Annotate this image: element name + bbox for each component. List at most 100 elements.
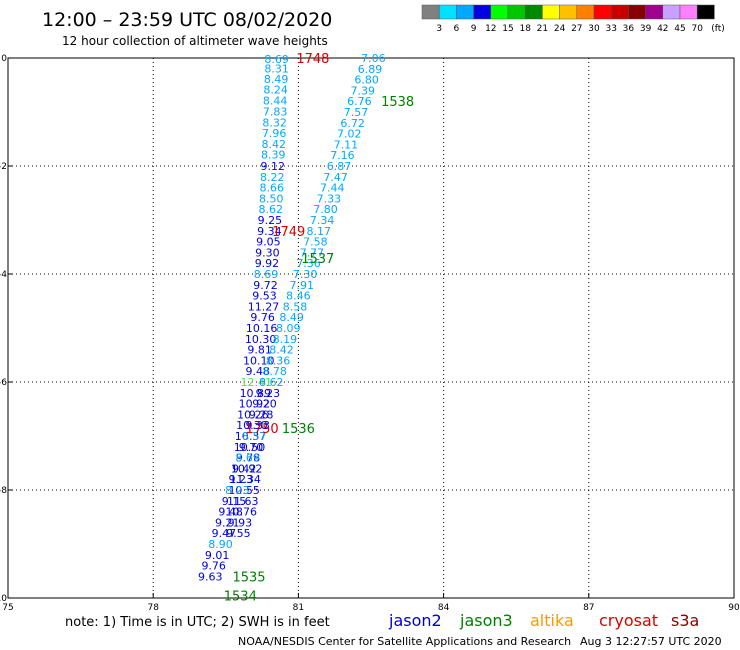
y-tick-label: -2 xyxy=(0,162,7,172)
wave-height-value: 9.21 xyxy=(215,516,240,529)
axis-tick-labels: 75 78 81 84 87 90 0 -2 -4 -6 -8 -10 xyxy=(0,54,740,613)
wave-height-value: 10.55 xyxy=(228,484,260,497)
wave-height-value: 10.89 xyxy=(240,387,272,400)
wave-height-value: 9.78 xyxy=(236,452,261,465)
wave-height-value: 9.23 xyxy=(229,473,254,486)
color-swatch xyxy=(662,4,681,20)
wave-height-value: 6.89 xyxy=(358,63,383,76)
color-swatch xyxy=(679,4,698,20)
wave-height-value: 8.09 xyxy=(276,322,301,335)
color-swatch xyxy=(507,4,526,20)
time-label: 1537 xyxy=(301,252,334,267)
y-tick-label: -10 xyxy=(0,594,7,604)
wave-height-value: 7.16 xyxy=(330,149,355,162)
footer-credit: NOAA/NESDIS Center for Satellite Applica… xyxy=(238,635,571,648)
color-scale-label: 21 xyxy=(537,24,548,34)
color-scale-label: 24 xyxy=(554,24,566,34)
wave-height-value: 8.78 xyxy=(262,365,287,378)
wave-height-value: 9.76 xyxy=(250,311,275,324)
wave-height-value: 12.41 xyxy=(241,376,273,389)
color-swatch xyxy=(473,4,492,20)
wave-height-value: 8.57 xyxy=(242,430,267,443)
color-scale-label: 36 xyxy=(623,24,635,34)
wave-height-value: 11.34 xyxy=(229,473,261,486)
color-swatch xyxy=(628,4,646,20)
color-scale-bar: 3 6 9 12 15 18 21 24 27 30 33 36 39 42 45 70 (ft) xyxy=(421,4,725,34)
color-scale-label: 12 xyxy=(485,24,496,34)
wave-height-value: 8.32 xyxy=(262,116,287,129)
wave-height-value: 9.34 xyxy=(257,225,282,238)
wave-height-value: 8.62 xyxy=(259,203,284,216)
color-swatch xyxy=(559,4,578,20)
wave-height-value: 8.17 xyxy=(306,225,331,238)
color-scale-label: 70 xyxy=(691,24,703,34)
wave-height-value: 8.46 xyxy=(286,290,311,303)
color-scale-label: 9 xyxy=(471,24,477,34)
legend-item-s3a: s3a xyxy=(671,611,699,630)
wave-height-value: 10.30 xyxy=(245,333,277,346)
color-swatch xyxy=(610,4,629,20)
wave-height-value: 9.93 xyxy=(228,516,253,529)
wave-height-value: 9.72 xyxy=(253,279,278,292)
wave-height-value: 8.39 xyxy=(261,149,286,162)
wave-height-value: 8.22 xyxy=(260,171,285,184)
wave-height-value: 9.48 xyxy=(245,365,270,378)
y-tick-label: 0 xyxy=(1,54,7,64)
time-label: 1748 xyxy=(296,52,329,67)
color-swatch xyxy=(456,4,474,20)
footnote: note: 1) Time is in UTC; 2) SWH is in fe… xyxy=(65,615,330,630)
color-swatch xyxy=(490,4,509,20)
wave-height-value: 8.49 xyxy=(264,73,289,86)
y-tick-label: -8 xyxy=(0,486,7,496)
wave-height-value: 8.90 xyxy=(208,538,233,551)
chart-title: 12:00 – 23:59 UTC 08/02/2020 xyxy=(42,9,332,31)
wave-height-value: 7.96 xyxy=(262,127,287,140)
wave-height-value: 8.23 xyxy=(225,484,250,497)
x-tick-label: 90 xyxy=(728,603,740,613)
wave-height-value: 9.76 xyxy=(201,560,226,573)
time-label: 1750 xyxy=(246,422,279,437)
wave-height-value: 6.87 xyxy=(327,160,352,173)
wave-height-value: 7.77 xyxy=(300,246,325,259)
wave-height-value: 8.69 xyxy=(254,268,279,281)
color-scale-label: 27 xyxy=(571,24,582,34)
color-scale-label: 30 xyxy=(588,24,600,34)
plot-grid xyxy=(8,58,734,598)
wave-height-value: 9.70 xyxy=(239,441,264,454)
wave-height-value: 11.27 xyxy=(248,300,280,313)
wave-height-value: 9.30 xyxy=(255,246,280,259)
wave-height-value: 10.92 xyxy=(231,462,263,475)
wave-height-value: 7.33 xyxy=(317,192,342,205)
wave-height-value: 10.76 xyxy=(226,506,258,519)
wave-height-value: 9.33 xyxy=(245,419,270,432)
wave-height-value: 9.48 xyxy=(218,506,243,519)
time-label: 1536 xyxy=(282,422,315,437)
wave-height-value: 9.12 xyxy=(260,160,285,173)
wave-height-value: 9.05 xyxy=(256,236,281,249)
x-tick-label: 87 xyxy=(583,603,594,613)
wave-height-value: 9.42 xyxy=(232,462,257,475)
x-tick-label: 81 xyxy=(293,603,304,613)
color-scale-label: 6 xyxy=(454,24,460,34)
wave-height-value: 9.28 xyxy=(249,408,274,421)
wave-height-value: 8.49 xyxy=(279,311,304,324)
wave-height-value: 8.31 xyxy=(264,62,289,75)
y-tick-label: -6 xyxy=(0,378,7,388)
color-scale-label: 15 xyxy=(502,24,513,34)
wave-height-value: 7.36 xyxy=(296,257,321,270)
wave-height-value: 10.30 xyxy=(236,419,268,432)
wave-height-value: 6.76 xyxy=(347,95,372,108)
color-scale-label: 33 xyxy=(605,24,616,34)
satellite-legend: jason2 jason3 altika cryosat s3a xyxy=(388,611,699,630)
wave-height-value: 8.66 xyxy=(260,182,285,195)
x-tick-label: 75 xyxy=(2,603,13,613)
wave-height-value: 10.50 xyxy=(234,441,266,454)
chart-subtitle: 12 hour collection of altimeter wave hei… xyxy=(62,34,328,48)
color-swatch xyxy=(421,4,440,20)
wave-height-value: 8.19 xyxy=(273,333,298,346)
color-scale-label: 3 xyxy=(436,24,442,34)
wave-height-value: 6.72 xyxy=(340,117,365,130)
wave-height-value: 7.57 xyxy=(344,106,369,119)
wave-height-value: 7.47 xyxy=(323,171,348,184)
